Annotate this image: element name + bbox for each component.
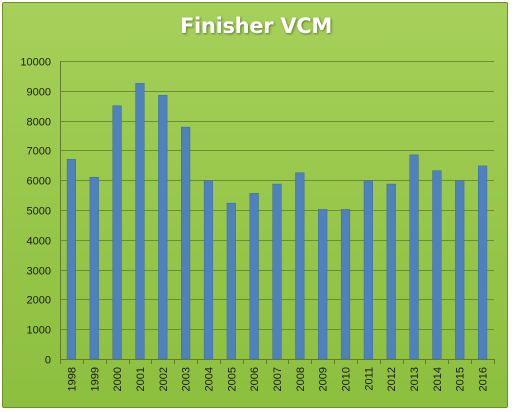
- y-tick-label: 0: [45, 355, 51, 367]
- x-tick-label: 1999: [89, 367, 101, 391]
- bars: [66, 83, 488, 360]
- y-tick-label: 7000: [27, 146, 51, 158]
- x-tick-label: 2005: [226, 367, 238, 391]
- bar-2013: [409, 154, 419, 360]
- x-tick-label: 2015: [455, 367, 467, 391]
- bar-2008: [295, 172, 305, 360]
- bar-2002: [158, 95, 168, 360]
- y-tick-label: 1000: [27, 325, 51, 337]
- y-tick-label: 2000: [27, 295, 51, 307]
- y-tick-labels: 0 1000 2000 3000 4000 5000 6000 7000 8000 9000 100…: [20, 57, 51, 367]
- bar-2003: [181, 126, 191, 360]
- bar-2001: [135, 83, 145, 360]
- x-tick-labels: 1998 1999 2000 2001 2002 2003 2004 2005 2006 2007…: [60, 359, 495, 391]
- x-tick-label: 1998: [66, 367, 78, 391]
- x-tick-label: 2010: [341, 367, 353, 391]
- bar-2015: [455, 180, 465, 360]
- bar-2014: [432, 170, 442, 360]
- bar-1998: [66, 159, 77, 360]
- x-tick-label: 2008: [295, 367, 307, 391]
- x-tick-label: 2007: [272, 367, 284, 391]
- y-tick-label: 10000: [20, 57, 51, 69]
- bar-1999: [89, 176, 99, 360]
- x-tick-label: 2004: [203, 367, 215, 391]
- x-tick-label: 2000: [112, 367, 124, 391]
- chart-title: Finisher VCM: [179, 14, 332, 38]
- y-tick-label: 8000: [27, 117, 51, 129]
- x-tick-label: 2011: [363, 367, 375, 391]
- bar-2007: [272, 183, 282, 360]
- x-tick-label: 2003: [181, 367, 193, 391]
- y-tick-label: 9000: [27, 87, 51, 99]
- x-tick-label: 2014: [432, 367, 444, 391]
- x-tick-label: 2013: [409, 367, 421, 391]
- x-tick-label: 2016: [478, 367, 490, 391]
- x-tick-label: 2006: [249, 367, 261, 391]
- x-tick-label: 2001: [135, 367, 147, 391]
- x-tick-label: 2012: [386, 367, 398, 391]
- bar-2011: [363, 180, 373, 360]
- bar-2010: [340, 209, 351, 360]
- bar-2012: [386, 183, 396, 360]
- y-tick-label: 3000: [27, 266, 51, 278]
- bar-2004: [203, 180, 214, 360]
- bar-2000: [112, 105, 122, 360]
- y-tick-label: 6000: [27, 176, 51, 188]
- x-tick-label: 2002: [158, 367, 170, 391]
- y-tick-label: 5000: [27, 206, 51, 218]
- bar-2009: [318, 209, 328, 360]
- bar-2016: [477, 165, 488, 360]
- x-tick-label: 2009: [318, 367, 330, 391]
- axes: [60, 61, 494, 360]
- y-tick-label: 4000: [27, 236, 51, 248]
- bar-2005: [226, 202, 236, 360]
- bar-2006: [249, 193, 259, 360]
